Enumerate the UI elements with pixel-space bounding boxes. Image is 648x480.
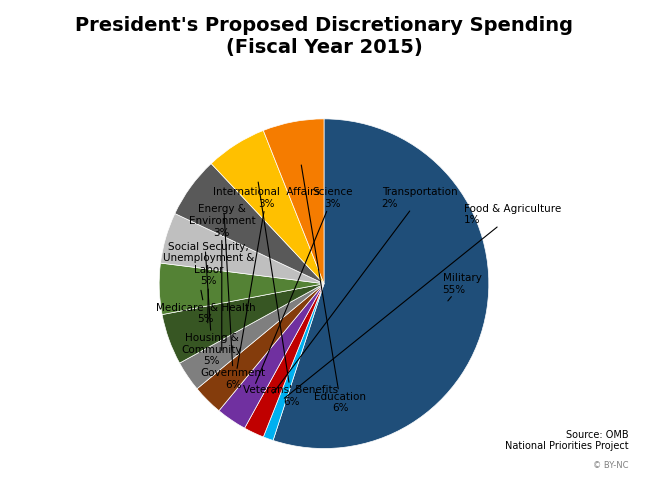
Text: International  Affairs
3%: International Affairs 3%: [213, 187, 319, 368]
Wedge shape: [263, 119, 324, 284]
Wedge shape: [263, 284, 324, 441]
Wedge shape: [175, 164, 324, 284]
Text: Veterans' Benefits
6%: Veterans' Benefits 6%: [244, 182, 339, 407]
Text: Science
3%: Science 3%: [255, 187, 353, 384]
Wedge shape: [159, 263, 324, 314]
Title: President's Proposed Discretionary Spending
(Fiscal Year 2015): President's Proposed Discretionary Spend…: [75, 15, 573, 57]
Wedge shape: [273, 119, 489, 448]
Wedge shape: [219, 284, 324, 428]
Wedge shape: [244, 284, 324, 437]
Text: Transportation
2%: Transportation 2%: [273, 187, 457, 393]
Text: Energy &
Environment
3%: Energy & Environment 3%: [189, 204, 255, 350]
Wedge shape: [179, 284, 324, 389]
Text: Education
6%: Education 6%: [301, 165, 367, 413]
Wedge shape: [161, 214, 324, 284]
Text: Housing &
Community
5%: Housing & Community 5%: [181, 252, 242, 366]
Text: Medicare  & Health
5%: Medicare & Health 5%: [156, 290, 255, 324]
Text: Military
55%: Military 55%: [443, 273, 481, 301]
Wedge shape: [211, 131, 324, 284]
Wedge shape: [162, 284, 324, 363]
Text: Government
6%: Government 6%: [201, 214, 266, 390]
Wedge shape: [197, 284, 324, 411]
Text: Social Security,
Unemployment &
Labor
5%: Social Security, Unemployment & Labor 5%: [163, 241, 254, 323]
Text: Food & Agriculture
1%: Food & Agriculture 1%: [284, 204, 561, 398]
Text: Source: OMB
National Priorities Project: Source: OMB National Priorities Project: [505, 430, 629, 451]
Text: © BY-NC: © BY-NC: [593, 461, 629, 470]
